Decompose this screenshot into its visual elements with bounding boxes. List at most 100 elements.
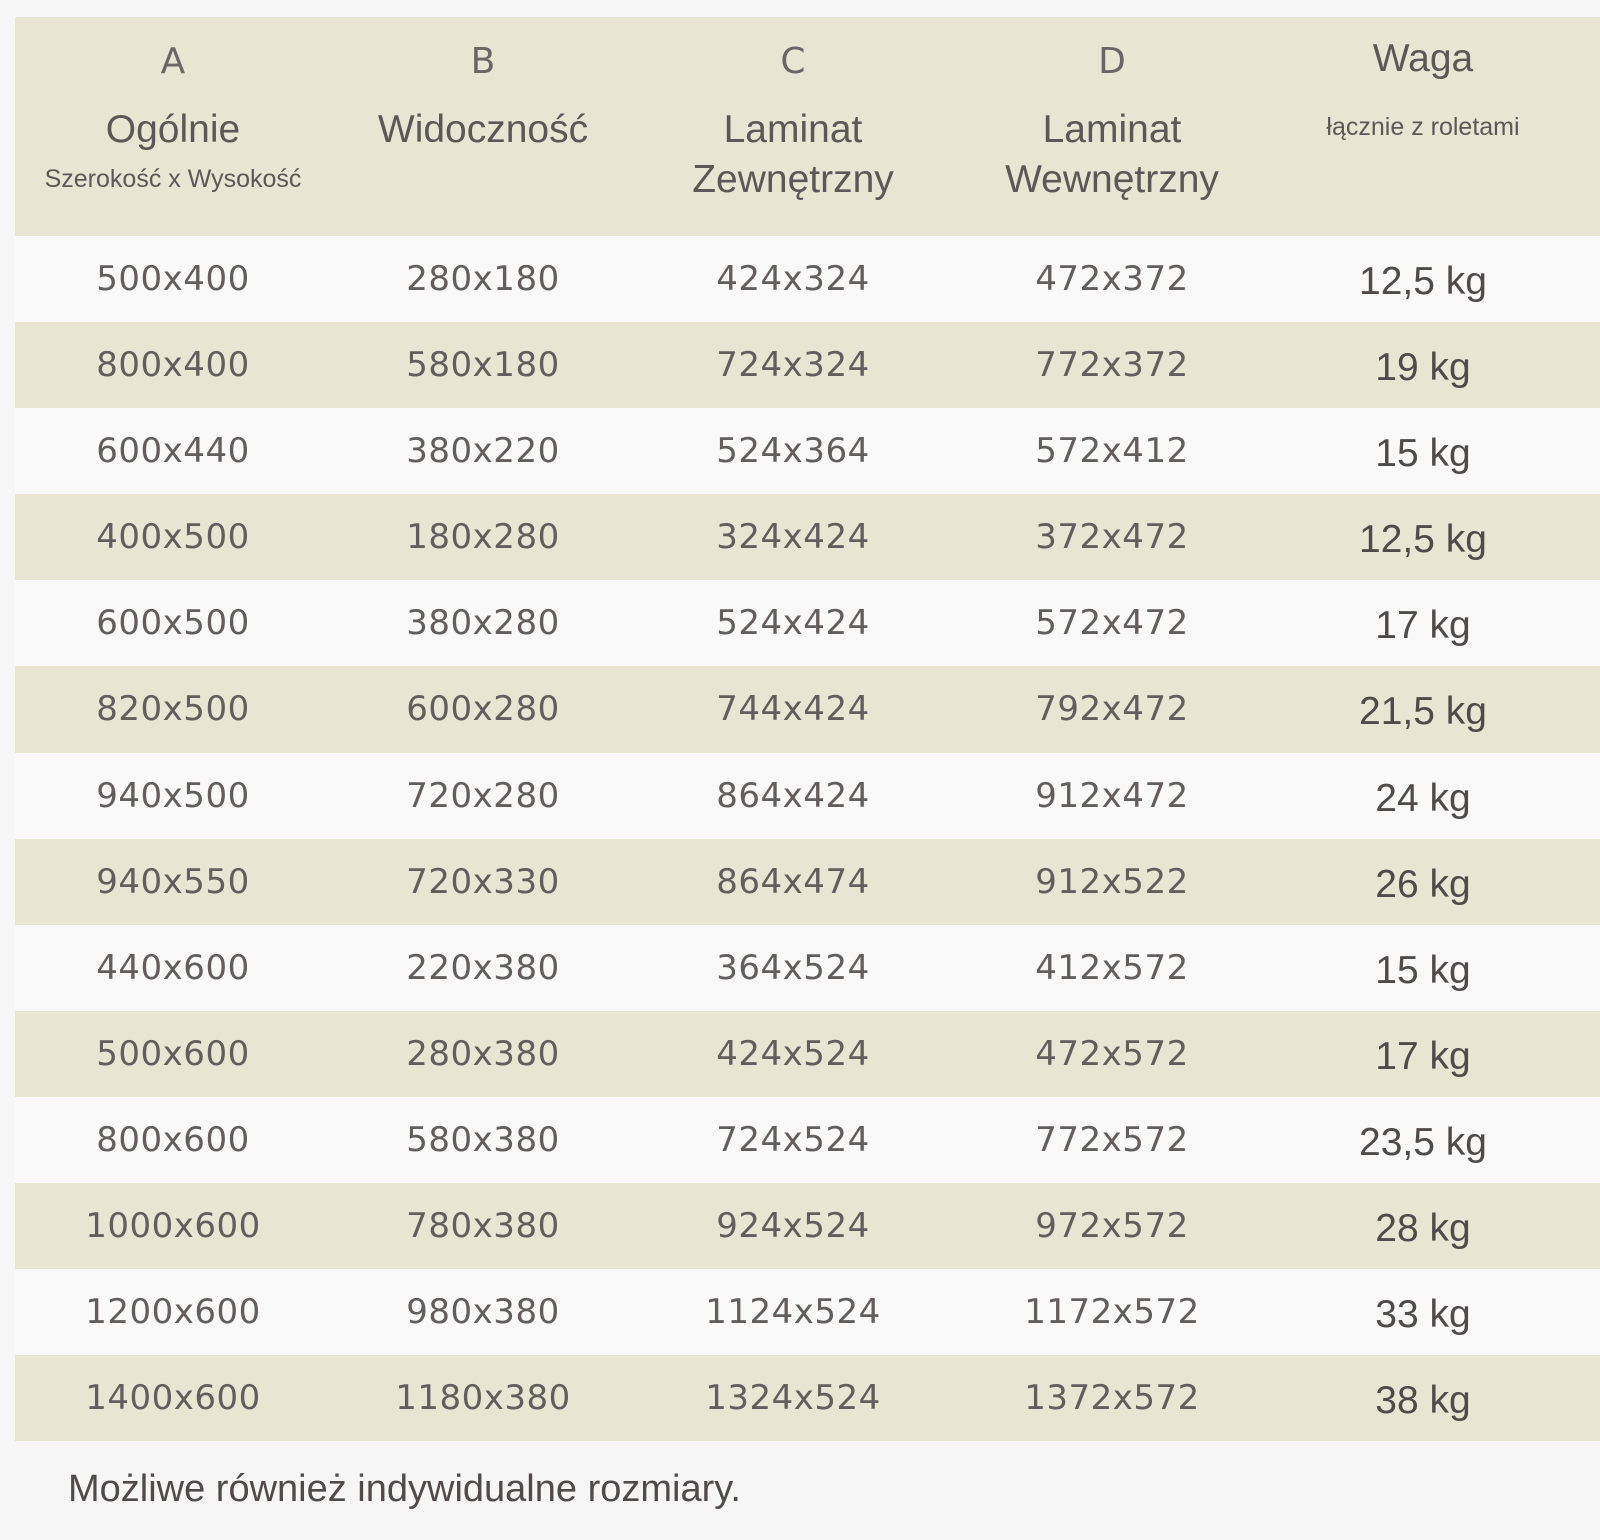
cell-a: 440x600 bbox=[96, 947, 250, 988]
header-a-title: Ogólnie bbox=[105, 108, 241, 151]
cell-d: 1372x572 bbox=[1024, 1378, 1200, 1419]
cell-c: 424x324 bbox=[716, 259, 870, 299]
cell-w: 21,5 kg bbox=[1359, 690, 1487, 734]
cell-c: 864x424 bbox=[716, 775, 870, 816]
cell-b: 180x280 bbox=[406, 517, 560, 558]
header-c-letter: C bbox=[780, 41, 806, 82]
table-row: 940x550 720x330 864x474 912x522 26 kg bbox=[15, 838, 1600, 925]
cell-c: 424x524 bbox=[716, 1033, 870, 1074]
table-row: 940x500 720x280 864x424 912x472 24 kg bbox=[15, 752, 1600, 839]
cell-a: 500x400 bbox=[96, 259, 250, 299]
cell-a: 800x400 bbox=[96, 345, 250, 386]
header-d-title-line2: Wewnętrzny bbox=[1005, 158, 1219, 201]
cell-a: 400x500 bbox=[96, 517, 250, 558]
cell-d: 572x412 bbox=[1035, 431, 1189, 472]
cell-b: 1180x380 bbox=[395, 1378, 571, 1419]
header-c-title-line2: Zewnętrzny bbox=[692, 158, 894, 201]
header-d-title-line1: Laminat bbox=[1042, 108, 1182, 151]
cell-w: 33 kg bbox=[1375, 1293, 1471, 1337]
cell-b: 380x220 bbox=[406, 431, 560, 472]
cell-a: 800x600 bbox=[96, 1119, 250, 1160]
cell-d: 412x572 bbox=[1035, 947, 1189, 988]
header-d-title: Laminat Wewnętrzny bbox=[1005, 105, 1219, 205]
cell-a: 600x440 bbox=[96, 431, 250, 472]
cell-d: 372x472 bbox=[1035, 517, 1189, 558]
table-header: A Ogólnie Szerokość x Wysokość B Widoczn… bbox=[15, 17, 1600, 236]
cell-a: 940x500 bbox=[96, 775, 250, 816]
cell-b: 580x380 bbox=[406, 1119, 560, 1160]
cell-w: 19 kg bbox=[1375, 346, 1471, 390]
cell-b: 280x380 bbox=[406, 1033, 560, 1074]
cell-d: 472x372 bbox=[1035, 259, 1189, 299]
dimensions-table: A Ogólnie Szerokość x Wysokość B Widoczn… bbox=[15, 17, 1600, 1442]
cell-b: 600x280 bbox=[406, 689, 560, 730]
cell-w: 38 kg bbox=[1375, 1379, 1471, 1423]
table-body: 500x400 280x180 424x324 472x372 12,5 kg 800x4… bbox=[15, 236, 1600, 1442]
cell-c: 1324x524 bbox=[705, 1378, 881, 1419]
header-b-letter: B bbox=[470, 41, 496, 82]
cell-a: 1400x600 bbox=[85, 1378, 261, 1419]
cell-c: 724x324 bbox=[716, 345, 870, 386]
footer-note: Możliwe również indywidualne rozmiary. bbox=[68, 1468, 741, 1510]
cell-w: 17 kg bbox=[1375, 1034, 1471, 1078]
table-row: 500x400 280x180 424x324 472x372 12,5 kg bbox=[15, 236, 1600, 323]
cell-c: 724x524 bbox=[716, 1119, 870, 1160]
table-row: 600x440 380x220 524x364 572x412 15 kg bbox=[15, 408, 1600, 495]
cell-d: 472x572 bbox=[1035, 1033, 1189, 1074]
cell-b: 580x180 bbox=[406, 345, 560, 386]
table-row: 820x500 600x280 744x424 792x472 21,5 kg bbox=[15, 666, 1600, 753]
cell-w: 15 kg bbox=[1375, 432, 1471, 476]
table-row: 400x500 180x280 324x424 372x472 12,5 kg bbox=[15, 494, 1600, 581]
table-row: 1000x600 780x380 924x524 972x572 28 kg bbox=[15, 1183, 1600, 1270]
table-row: 500x600 280x380 424x524 472x572 17 kg bbox=[15, 1010, 1600, 1097]
header-c-title: Laminat Zewnętrzny bbox=[692, 105, 894, 205]
table-row: 800x400 580x180 724x324 772x372 19 kg bbox=[15, 322, 1600, 409]
cell-d: 912x472 bbox=[1035, 775, 1189, 816]
cell-b: 720x280 bbox=[406, 775, 560, 816]
cell-d: 772x372 bbox=[1035, 345, 1189, 386]
header-c-title-line1: Laminat bbox=[723, 108, 863, 151]
table-row: 1200x600 980x380 1124x524 1172x572 33 kg bbox=[15, 1269, 1600, 1356]
cell-a: 820x500 bbox=[96, 689, 250, 730]
cell-b: 780x380 bbox=[406, 1206, 560, 1247]
table-row: 440x600 220x380 364x524 412x572 15 kg bbox=[15, 924, 1600, 1011]
cell-a: 500x600 bbox=[96, 1033, 250, 1074]
table-row: 600x500 380x280 524x424 572x472 17 kg bbox=[15, 580, 1600, 667]
cell-a: 600x500 bbox=[96, 603, 250, 644]
cell-b: 220x380 bbox=[406, 947, 560, 988]
header-waga-title: Waga bbox=[1372, 37, 1474, 80]
header-a-letter: A bbox=[160, 41, 186, 82]
cell-c: 744x424 bbox=[716, 689, 870, 730]
cell-w: 15 kg bbox=[1375, 948, 1471, 992]
cell-a: 940x550 bbox=[96, 861, 250, 902]
cell-w: 28 kg bbox=[1375, 1207, 1471, 1251]
cell-a: 1000x600 bbox=[85, 1206, 261, 1247]
cell-w: 12,5 kg bbox=[1359, 518, 1487, 562]
cell-b: 980x380 bbox=[406, 1292, 560, 1333]
cell-d: 972x572 bbox=[1035, 1206, 1189, 1247]
cell-c: 1124x524 bbox=[705, 1292, 881, 1333]
table-row: 1400x600 1180x380 1324x524 1372x572 38 kg bbox=[15, 1355, 1600, 1442]
cell-d: 772x572 bbox=[1035, 1119, 1189, 1160]
header-a-subtitle: Szerokość x Wysokość bbox=[44, 165, 302, 193]
header-waga-subtitle: łącznie z roletami bbox=[1326, 113, 1520, 141]
table-row: 800x600 580x380 724x524 772x572 23,5 kg bbox=[15, 1096, 1600, 1184]
cell-b: 380x280 bbox=[406, 603, 560, 644]
cell-c: 524x364 bbox=[716, 431, 870, 472]
cell-w: 12,5 kg bbox=[1359, 260, 1487, 303]
cell-c: 524x424 bbox=[716, 603, 870, 644]
cell-d: 572x472 bbox=[1035, 603, 1189, 644]
cell-w: 26 kg bbox=[1375, 862, 1471, 906]
header-d-letter: D bbox=[1098, 41, 1126, 82]
cell-c: 924x524 bbox=[716, 1206, 870, 1247]
cell-c: 864x474 bbox=[716, 861, 870, 902]
cell-w: 23,5 kg bbox=[1359, 1120, 1487, 1164]
cell-c: 324x424 bbox=[716, 517, 870, 558]
cell-b: 720x330 bbox=[406, 861, 560, 902]
cell-w: 17 kg bbox=[1375, 604, 1471, 648]
cell-d: 1172x572 bbox=[1024, 1292, 1200, 1333]
cell-b: 280x180 bbox=[406, 259, 560, 299]
cell-d: 792x472 bbox=[1035, 689, 1189, 730]
cell-a: 1200x600 bbox=[85, 1292, 261, 1333]
cell-d: 912x522 bbox=[1035, 861, 1189, 902]
